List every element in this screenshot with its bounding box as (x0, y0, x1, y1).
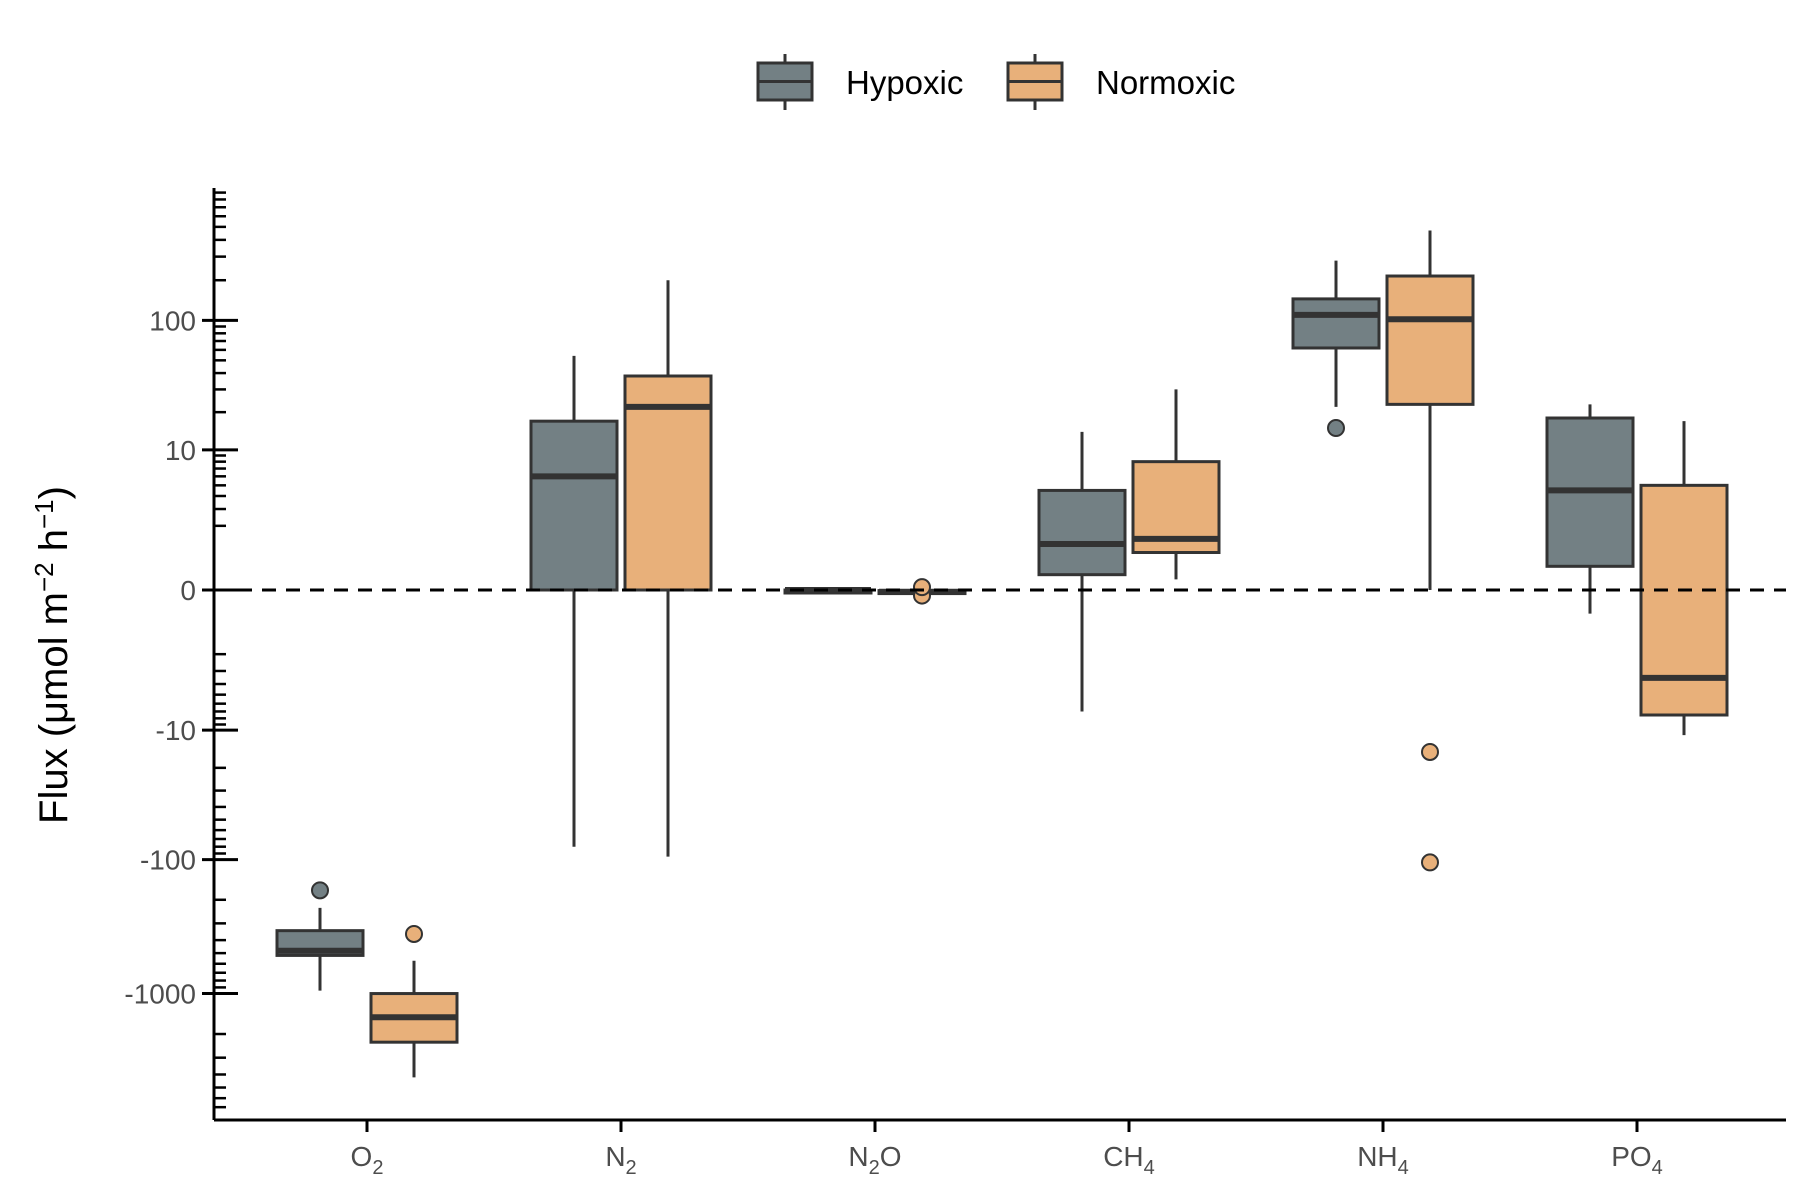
outlier-point (1421, 742, 1439, 761)
x-tick-label: N2 (605, 1141, 636, 1179)
box-iqr (1291, 297, 1381, 350)
x-tick-label-subscript: 4 (1652, 1157, 1663, 1179)
box-normoxic (623, 280, 713, 857)
y-tick-label: -100 (140, 845, 196, 876)
outlier-point (1421, 853, 1439, 872)
x-tick-label-base: PO (1611, 1141, 1651, 1172)
outlier-point (913, 578, 931, 597)
x-tick-label-base: N (848, 1141, 868, 1172)
box-iqr (1037, 488, 1127, 577)
box-iqr (529, 419, 619, 592)
x-tick-label: O2 (351, 1141, 384, 1179)
box-normoxic (1131, 389, 1221, 580)
box-hypoxic (275, 881, 365, 991)
box-hypoxic (529, 355, 619, 847)
outlier-point (1327, 419, 1345, 438)
box-hypoxic (1037, 431, 1127, 712)
y-label-unit: mol m (32, 592, 76, 701)
y-tick-label: -1000 (124, 979, 196, 1010)
legend-item-normoxic: Normoxic (1006, 54, 1235, 110)
x-tick-label-base: CH (1103, 1141, 1143, 1172)
series-normoxic (369, 230, 1729, 1078)
x-tick-label-base: NH (1357, 1141, 1397, 1172)
legend-label: Normoxic (1096, 64, 1235, 101)
y-tick-label: 100 (149, 305, 196, 336)
y-tick-label: 10 (165, 435, 196, 466)
x-tick-label-base: N (605, 1141, 625, 1172)
box-hypoxic (1291, 260, 1381, 438)
box-normoxic (1385, 230, 1475, 872)
x-tick-label-suffix: O (880, 1141, 902, 1172)
x-axis: O2 N2 N2O CH4 NH4 PO4 (214, 1118, 1786, 1179)
y-axis-label: Flux (μmol m−2 h−1) (29, 486, 76, 824)
x-tick-label-subscript: 2 (372, 1157, 383, 1179)
box-hypoxic (1545, 404, 1635, 614)
legend-label: Hypoxic (846, 64, 963, 101)
x-tick-label-subscript: 4 (1144, 1157, 1155, 1179)
y-tick-label: 0 (180, 575, 196, 606)
box-series (275, 230, 1729, 1078)
legend: Hypoxic Normoxic (756, 54, 1235, 110)
box-normoxic (369, 924, 459, 1078)
box-iqr (623, 374, 713, 592)
x-tick-label-subscript: 4 (1398, 1157, 1409, 1179)
y-axis-title: Flux (μmol m−2 h−1) (29, 486, 76, 824)
y-label-exponent: −1 (29, 499, 59, 529)
outlier-point (405, 924, 423, 943)
y-label-exponent: −2 (29, 562, 59, 592)
x-tick-label: NH4 (1357, 1141, 1409, 1179)
x-tick-label-base: O (351, 1141, 373, 1172)
x-tick-label: CH4 (1103, 1141, 1155, 1179)
x-tick-label: PO4 (1611, 1141, 1663, 1179)
x-tick-label: N2O (848, 1141, 901, 1179)
box-normoxic (1639, 421, 1729, 736)
x-tick-label-subscript: 2 (869, 1157, 880, 1179)
box-normoxic (877, 578, 967, 605)
y-label-unit-h: h (32, 529, 76, 562)
series-hypoxic (275, 260, 1635, 991)
y-label-suffix: ) (32, 486, 76, 499)
legend-item-hypoxic: Hypoxic (756, 54, 963, 110)
y-tick-label: -10 (156, 715, 196, 746)
y-label-prefix: Flux ( (32, 723, 76, 824)
x-tick-label-subscript: 2 (626, 1157, 637, 1179)
box-iqr (1385, 274, 1475, 406)
outlier-point (311, 881, 329, 900)
y-label-mu: μ (32, 701, 76, 724)
